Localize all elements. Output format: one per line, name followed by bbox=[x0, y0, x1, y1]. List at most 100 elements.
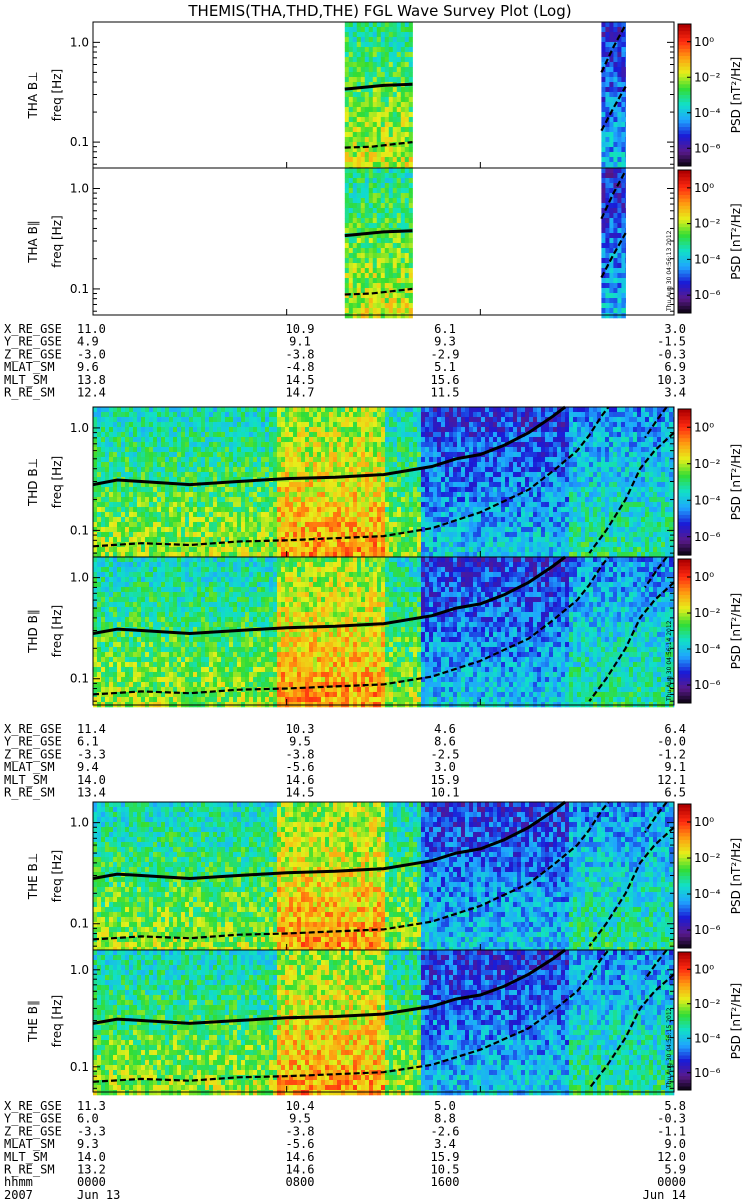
spectrogram-cell bbox=[549, 442, 554, 448]
spectrogram-cell bbox=[417, 487, 422, 493]
spectrogram-cell bbox=[321, 462, 326, 468]
spectrogram-cell bbox=[404, 32, 410, 38]
spectrogram-cell bbox=[609, 42, 614, 48]
spectrogram-cell bbox=[609, 92, 614, 98]
spectrogram-cell bbox=[529, 507, 534, 513]
spectrogram-cell bbox=[404, 37, 410, 43]
spectrogram-cell bbox=[376, 132, 382, 138]
spectrogram-cell bbox=[325, 492, 330, 498]
spectrogram-cell bbox=[613, 303, 618, 309]
spectrogram-cell bbox=[273, 527, 278, 533]
spectrogram-cell bbox=[313, 552, 318, 558]
spectrogram-cell bbox=[137, 507, 142, 513]
spectrogram-cell bbox=[353, 542, 358, 548]
spectrogram-cell bbox=[345, 437, 350, 443]
spectrogram-cell bbox=[617, 127, 622, 133]
spectrogram-cell bbox=[473, 477, 478, 483]
spectrogram-cell bbox=[625, 173, 626, 179]
spectrogram-cell bbox=[317, 467, 322, 473]
spectrogram-cell bbox=[376, 218, 382, 224]
spectrogram-cell bbox=[356, 283, 362, 289]
spectrogram-cell bbox=[93, 492, 98, 498]
spectrogram-cell bbox=[344, 213, 350, 219]
spectrogram-cell bbox=[625, 97, 626, 103]
spectrogram-cell bbox=[229, 522, 234, 528]
spectrogram-cell bbox=[345, 432, 350, 438]
spectrogram-cell bbox=[197, 407, 202, 413]
spectrogram-cell bbox=[609, 288, 614, 294]
spectrogram-cell bbox=[101, 552, 106, 558]
spectrogram-cell bbox=[360, 22, 366, 28]
spectrogram-cell bbox=[329, 497, 334, 503]
spectrogram-cell bbox=[517, 462, 522, 468]
spectrogram-cell bbox=[321, 422, 326, 428]
spectrogram-cell bbox=[601, 162, 606, 168]
spectrogram-cell bbox=[352, 57, 358, 63]
spectrogram-cell bbox=[129, 437, 134, 443]
spectrogram-cell bbox=[309, 472, 314, 478]
spectrogram-cell bbox=[365, 482, 370, 488]
spectrogram-cell bbox=[213, 412, 218, 418]
spectrogram-cell bbox=[408, 198, 413, 204]
spectrogram-cell bbox=[225, 427, 230, 433]
spectrogram-cell bbox=[352, 263, 358, 269]
spectrogram-cell bbox=[356, 223, 362, 229]
spectrogram-cell bbox=[372, 32, 378, 38]
spectrogram-cell bbox=[461, 477, 466, 483]
spectrogram-cell bbox=[121, 502, 126, 508]
spectrogram-cell bbox=[517, 517, 522, 523]
spectrogram-cell bbox=[201, 492, 206, 498]
spectrogram-cell bbox=[313, 452, 318, 458]
spectrogram-cell bbox=[384, 273, 390, 279]
spectrogram-cell bbox=[213, 552, 218, 558]
spectrogram-cell bbox=[384, 253, 390, 259]
spectrogram-cell bbox=[201, 522, 206, 528]
spectrogram-cell bbox=[364, 92, 370, 98]
spectrogram-cell bbox=[169, 457, 174, 463]
spectrogram-cell bbox=[509, 432, 514, 438]
spectrogram-cell bbox=[505, 492, 510, 498]
spectrogram-cell bbox=[445, 502, 450, 508]
spectrogram-cell bbox=[117, 547, 122, 553]
spectrogram-cell bbox=[289, 437, 294, 443]
spectrogram-cell bbox=[317, 477, 322, 483]
spectrogram-cell bbox=[553, 477, 558, 483]
spectrogram-cell bbox=[313, 497, 318, 503]
spectrogram-cell bbox=[185, 527, 190, 533]
spectrogram-cell bbox=[205, 447, 210, 453]
spectrogram-cell bbox=[437, 452, 442, 458]
spectrogram-cell bbox=[388, 112, 394, 118]
spectrogram-cell bbox=[205, 412, 210, 418]
spectrogram-cell bbox=[381, 517, 386, 523]
spectrogram-cell bbox=[344, 122, 350, 128]
spectrogram-cell bbox=[213, 542, 218, 548]
spectrogram-cell bbox=[389, 477, 394, 483]
spectrogram-cell bbox=[269, 422, 274, 428]
spectrogram-cell bbox=[344, 313, 350, 319]
spectrogram-cell bbox=[309, 487, 314, 493]
spectrogram-cell bbox=[429, 467, 434, 473]
spectrogram-cell bbox=[201, 552, 206, 558]
spectrogram-cell bbox=[397, 422, 402, 428]
spectrogram-cell bbox=[437, 417, 442, 423]
spectrogram-cell bbox=[388, 67, 394, 73]
spectrogram-cell bbox=[605, 188, 610, 194]
spectrogram-cell bbox=[337, 427, 342, 433]
spectrogram-cell bbox=[165, 407, 170, 413]
spectrogram-cell bbox=[517, 457, 522, 463]
spectrogram-cell bbox=[153, 432, 158, 438]
spectrogram-cell bbox=[365, 442, 370, 448]
spectrogram-cell bbox=[145, 487, 150, 493]
spectrogram-cell bbox=[357, 442, 362, 448]
spectrogram-cell bbox=[237, 517, 242, 523]
spectrogram-cell bbox=[281, 447, 286, 453]
spectrogram-cell bbox=[97, 442, 102, 448]
spectrogram-cell bbox=[349, 547, 354, 553]
spectrogram-cell bbox=[361, 457, 366, 463]
spectrogram-cell bbox=[193, 437, 198, 443]
spectrogram-cell bbox=[368, 57, 374, 63]
spectrogram-cell bbox=[181, 512, 186, 518]
spectrogram-cell bbox=[348, 47, 354, 53]
spectrogram-cell bbox=[360, 173, 366, 179]
spectrogram-cell bbox=[493, 527, 498, 533]
